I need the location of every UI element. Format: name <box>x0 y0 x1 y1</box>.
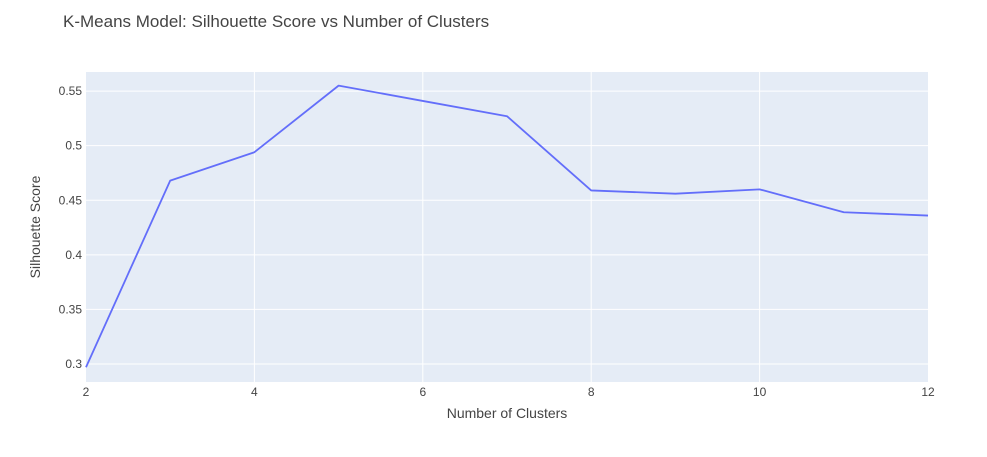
x-gridlines <box>253 72 761 382</box>
y-tick-label: 0.55 <box>59 84 83 98</box>
y-tick-label: 0.5 <box>65 139 82 153</box>
series-layer <box>85 84 929 368</box>
x-tick-label: 4 <box>251 385 258 399</box>
x-tick-label: 10 <box>753 385 767 399</box>
series-line <box>85 84 929 368</box>
y-gridlines <box>86 90 928 365</box>
y-tick-label: 0.3 <box>65 357 82 371</box>
x-axis-title: Number of Clusters <box>447 405 568 421</box>
chart-title: K-Means Model: Silhouette Score vs Numbe… <box>63 12 489 31</box>
y-tick-label: 0.45 <box>59 193 83 207</box>
y-axis-title: Silhouette Score <box>27 175 43 278</box>
x-tick-label: 8 <box>588 385 595 399</box>
x-tick-label: 6 <box>419 385 426 399</box>
y-tick-label: 0.4 <box>65 248 82 262</box>
x-tick-label: 12 <box>921 385 935 399</box>
x-tick-label: 2 <box>83 385 90 399</box>
y-tick-label: 0.35 <box>59 302 83 316</box>
x-tick-labels: 2 4 6 8 10 12 <box>83 385 935 399</box>
y-tick-labels: 0.3 0.35 0.4 0.45 0.5 0.55 <box>59 84 83 371</box>
plot-area <box>86 72 928 382</box>
